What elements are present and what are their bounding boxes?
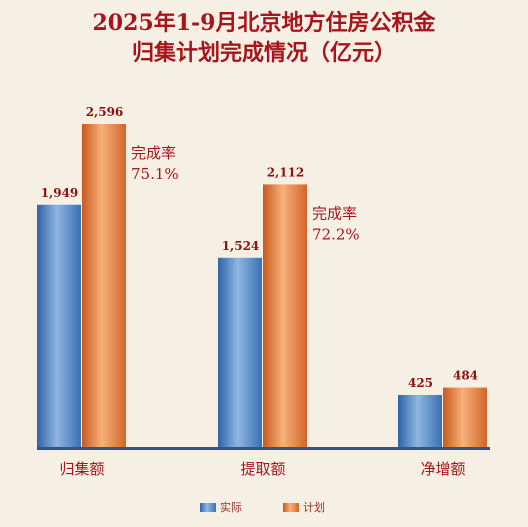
category-label-0: 归集额 xyxy=(59,460,104,478)
value-label-actual-2: 425 xyxy=(408,376,433,390)
legend-swatch-actual xyxy=(200,503,216,512)
completion-rate-value-0: 75.1% xyxy=(131,165,179,183)
bar-actual-0 xyxy=(37,204,81,448)
chart-title-line-1: 2025年1-9月北京地方住房公积金 xyxy=(93,10,437,36)
completion-rate-value-1: 72.2% xyxy=(312,225,360,243)
chart-title-line-2: 归集计划完成情况（亿元） xyxy=(132,40,396,66)
chart-marks: 1,949 2,596 归集额 1,524 2,112 提取额 425 484 净增额 完成率 75… xyxy=(37,105,490,478)
value-label-actual-0: 1,949 xyxy=(41,186,79,200)
bar-actual-2 xyxy=(398,394,442,448)
value-label-actual-1: 1,524 xyxy=(222,239,260,253)
bar-plan-0 xyxy=(82,124,126,448)
bar-actual-1 xyxy=(218,257,262,448)
category-label-2: 净增额 xyxy=(420,460,465,478)
category-label-1: 提取额 xyxy=(240,460,285,478)
completion-rate-label-0: 完成率 xyxy=(131,144,176,162)
value-label-plan-0: 2,596 xyxy=(86,105,124,119)
legend-label-plan: 计划 xyxy=(303,501,325,514)
bar-plan-2 xyxy=(443,387,487,448)
bar-plan-1 xyxy=(263,184,307,448)
legend: 实际 计划 xyxy=(200,500,325,514)
value-label-plan-1: 2,112 xyxy=(267,165,305,179)
legend-label-actual: 实际 xyxy=(220,500,242,514)
legend-swatch-plan xyxy=(283,503,299,512)
value-label-plan-2: 484 xyxy=(453,369,478,383)
completion-rate-label-1: 完成率 xyxy=(312,204,357,222)
